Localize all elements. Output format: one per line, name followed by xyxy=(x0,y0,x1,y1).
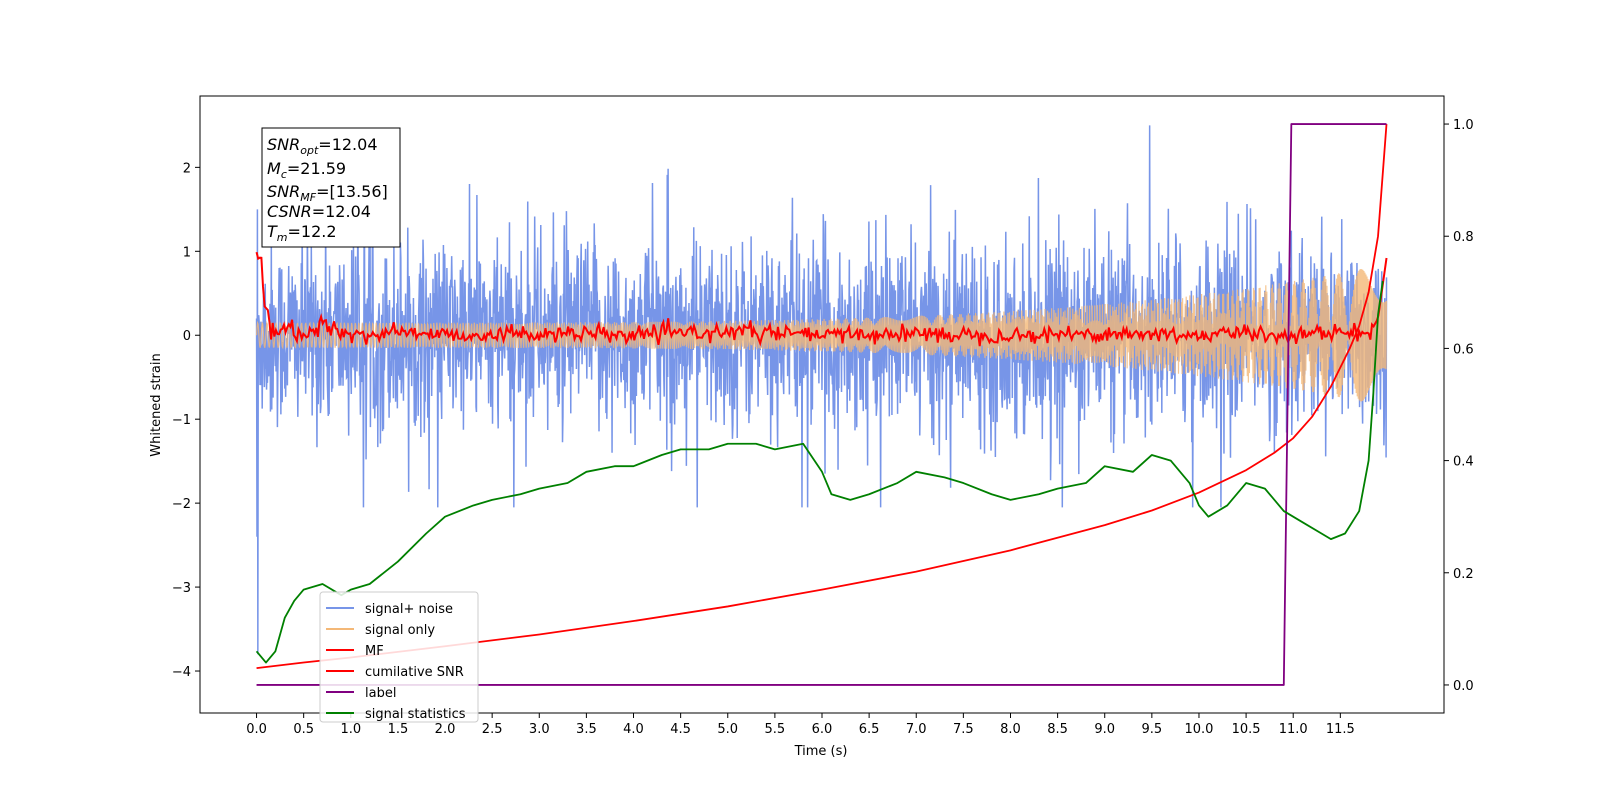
annotation-snr-opt: SNRopt=12.04 xyxy=(267,135,378,157)
legend-label: cumilative SNR xyxy=(365,665,464,680)
x-tick-label: 2.0 xyxy=(435,722,456,737)
x-tick-label: 1.5 xyxy=(388,722,409,737)
x-axis-label: Time (s) xyxy=(794,744,848,759)
legend: signal+ noise signal only MF cumilative SNR… xyxy=(319,591,479,723)
annotation-snr-mf: SNRMF=[13.56] xyxy=(267,182,388,204)
x-axis: 0.0 0.5 1.0 1.5 2.0 2.5 3.0 3.5 4.0 4.5 5.0 5.5 6.0 6… xyxy=(246,713,1355,737)
y-tick-label: 0 xyxy=(183,329,191,344)
series-label xyxy=(256,123,1387,686)
legend-label: signal only xyxy=(365,623,435,638)
x-tick-label: 3.0 xyxy=(529,722,550,737)
y2-tick-label: 0.8 xyxy=(1453,230,1474,245)
y-tick-label: 1 xyxy=(183,245,191,260)
x-tick-label: 11.5 xyxy=(1326,722,1355,737)
y-tick-label: −4 xyxy=(172,665,191,680)
x-tick-label: 0.5 xyxy=(293,722,314,737)
y-tick-label: 2 xyxy=(183,161,191,176)
y-axis-label: Whitened strain xyxy=(149,353,164,456)
x-tick-label: 0.0 xyxy=(246,722,267,737)
x-tick-label: 7.0 xyxy=(906,722,927,737)
x-tick-label: 10.5 xyxy=(1232,722,1261,737)
x-tick-label: 2.5 xyxy=(482,722,503,737)
x-tick-label: 6.5 xyxy=(859,722,880,737)
x-tick-label: 9.5 xyxy=(1142,722,1163,737)
x-tick-label: 6.0 xyxy=(812,722,833,737)
y2-tick-label: 0.0 xyxy=(1453,679,1474,694)
x-tick-label: 4.0 xyxy=(623,722,644,737)
x-tick-label: 5.5 xyxy=(765,722,786,737)
series-mf xyxy=(255,251,1388,347)
y-tick-label: −2 xyxy=(172,497,191,512)
y2-tick-label: 0.6 xyxy=(1453,342,1474,357)
annotation-csnr: CSNR=12.04 xyxy=(267,202,371,221)
series-signal-statistics xyxy=(255,280,1384,664)
x-tick-label: 11.0 xyxy=(1279,722,1308,737)
y-axis-left: −4 −3 −2 −1 0 1 2 xyxy=(172,161,200,680)
legend-label: MF xyxy=(365,644,384,659)
y2-tick-label: 1.0 xyxy=(1453,118,1474,133)
annotation-frame xyxy=(261,127,401,248)
x-tick-label: 5.0 xyxy=(717,722,738,737)
legend-label: label xyxy=(365,686,396,701)
series-signal-only xyxy=(255,269,1388,402)
x-tick-label: 3.5 xyxy=(576,722,597,737)
legend-label: signal statistics xyxy=(365,707,466,722)
x-tick-label: 9.0 xyxy=(1094,722,1115,737)
annotation-tm: Tm=12.2 xyxy=(267,222,337,244)
y-axis-right: 0.0 0.2 0.4 0.6 0.8 1.0 xyxy=(1444,118,1474,694)
x-tick-label: 8.5 xyxy=(1047,722,1068,737)
legend-label: signal+ noise xyxy=(365,602,453,617)
series-signal-noise xyxy=(255,125,1388,655)
x-tick-label: 8.0 xyxy=(1000,722,1021,737)
x-tick-label: 4.5 xyxy=(670,722,691,737)
y2-tick-label: 0.4 xyxy=(1453,455,1474,470)
y2-tick-label: 0.2 xyxy=(1453,567,1474,582)
x-tick-label: 1.0 xyxy=(340,722,361,737)
annotation-mc: Mc=21.59 xyxy=(267,159,346,181)
plot-area xyxy=(255,123,1388,686)
legend-frame xyxy=(319,591,479,723)
x-tick-label: 7.5 xyxy=(953,722,974,737)
x-tick-label: 10.0 xyxy=(1184,722,1213,737)
y-tick-label: −1 xyxy=(172,413,191,428)
series-cumulative-snr xyxy=(256,123,1388,670)
y-tick-label: −3 xyxy=(172,581,191,596)
annotation-box: SNRopt=12.04 Mc=21.59 SNRMF=[13.56] CSNR… xyxy=(261,127,401,248)
